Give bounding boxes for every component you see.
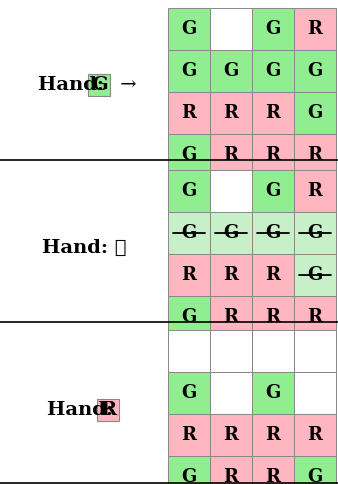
Bar bbox=[168, 296, 210, 338]
Text: →: → bbox=[114, 76, 137, 94]
Text: G: G bbox=[307, 104, 323, 122]
Text: Hand:: Hand: bbox=[47, 401, 120, 419]
Bar bbox=[168, 372, 210, 414]
Text: R: R bbox=[266, 426, 281, 444]
Bar bbox=[252, 414, 294, 456]
Bar bbox=[294, 170, 336, 212]
Text: R: R bbox=[223, 308, 239, 326]
Bar bbox=[294, 92, 336, 134]
Text: G: G bbox=[265, 182, 281, 200]
Bar bbox=[252, 296, 294, 338]
Text: G: G bbox=[307, 224, 323, 242]
Text: R: R bbox=[266, 266, 281, 284]
Bar bbox=[252, 170, 294, 212]
Text: G: G bbox=[307, 266, 323, 284]
Bar bbox=[294, 456, 336, 484]
Text: R: R bbox=[223, 146, 239, 164]
Bar bbox=[168, 330, 210, 372]
Bar bbox=[168, 414, 210, 456]
Text: Hand: ∅: Hand: ∅ bbox=[42, 239, 126, 257]
Bar bbox=[294, 134, 336, 176]
Text: G: G bbox=[182, 62, 197, 80]
Text: G: G bbox=[265, 384, 281, 402]
Bar bbox=[168, 134, 210, 176]
Text: R: R bbox=[223, 266, 239, 284]
Text: R: R bbox=[266, 146, 281, 164]
Text: G: G bbox=[265, 224, 281, 242]
Bar bbox=[294, 254, 336, 296]
Text: G: G bbox=[265, 62, 281, 80]
Bar bbox=[88, 74, 110, 96]
Bar bbox=[210, 296, 252, 338]
Bar bbox=[294, 50, 336, 92]
Text: R: R bbox=[100, 401, 116, 419]
Text: G: G bbox=[307, 62, 323, 80]
Bar bbox=[294, 330, 336, 372]
Bar bbox=[168, 170, 210, 212]
Text: R: R bbox=[308, 182, 322, 200]
Text: G: G bbox=[182, 224, 197, 242]
Bar bbox=[294, 414, 336, 456]
Bar bbox=[252, 372, 294, 414]
Text: G: G bbox=[182, 468, 197, 484]
Bar bbox=[210, 330, 252, 372]
Bar bbox=[168, 254, 210, 296]
Bar bbox=[210, 170, 252, 212]
Bar bbox=[252, 92, 294, 134]
Text: G: G bbox=[91, 76, 107, 94]
Text: R: R bbox=[266, 308, 281, 326]
Bar bbox=[168, 212, 210, 254]
Bar bbox=[252, 50, 294, 92]
Text: G: G bbox=[182, 384, 197, 402]
Text: R: R bbox=[182, 426, 196, 444]
Text: R: R bbox=[223, 426, 239, 444]
Text: R: R bbox=[223, 468, 239, 484]
Text: G: G bbox=[223, 62, 239, 80]
Bar bbox=[210, 414, 252, 456]
Bar bbox=[210, 92, 252, 134]
Bar bbox=[294, 296, 336, 338]
Text: R: R bbox=[308, 308, 322, 326]
Bar bbox=[294, 8, 336, 50]
Text: G: G bbox=[265, 20, 281, 38]
Bar bbox=[294, 212, 336, 254]
Bar bbox=[168, 92, 210, 134]
Bar bbox=[168, 50, 210, 92]
Text: R: R bbox=[266, 468, 281, 484]
Bar bbox=[294, 372, 336, 414]
Text: G: G bbox=[182, 182, 197, 200]
Bar bbox=[210, 50, 252, 92]
Bar bbox=[210, 134, 252, 176]
Bar bbox=[210, 372, 252, 414]
Bar bbox=[252, 254, 294, 296]
Bar bbox=[210, 212, 252, 254]
Text: G: G bbox=[182, 146, 197, 164]
Text: R: R bbox=[223, 104, 239, 122]
Text: R: R bbox=[308, 20, 322, 38]
Bar bbox=[210, 8, 252, 50]
Text: G: G bbox=[182, 20, 197, 38]
Bar bbox=[97, 399, 119, 421]
Text: R: R bbox=[308, 426, 322, 444]
Text: Hand:: Hand: bbox=[38, 76, 111, 94]
Bar bbox=[252, 212, 294, 254]
Text: R: R bbox=[266, 104, 281, 122]
Text: G: G bbox=[182, 308, 197, 326]
Bar bbox=[252, 456, 294, 484]
Bar bbox=[210, 456, 252, 484]
Bar bbox=[210, 254, 252, 296]
Text: R: R bbox=[182, 266, 196, 284]
Text: G: G bbox=[307, 468, 323, 484]
Bar bbox=[252, 8, 294, 50]
Bar bbox=[168, 8, 210, 50]
Text: G: G bbox=[223, 224, 239, 242]
Text: R: R bbox=[182, 104, 196, 122]
Text: R: R bbox=[308, 146, 322, 164]
Bar bbox=[252, 134, 294, 176]
Bar bbox=[252, 330, 294, 372]
Bar bbox=[168, 456, 210, 484]
